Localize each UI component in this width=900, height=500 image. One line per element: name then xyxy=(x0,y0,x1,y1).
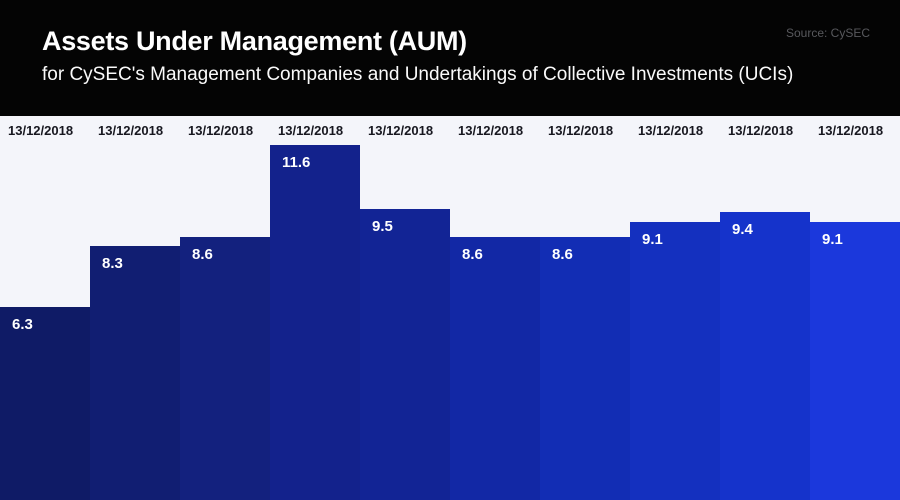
bar-value-label: 9.5 xyxy=(372,218,393,235)
bar: 9.1 xyxy=(810,222,900,500)
bar: 9.1 xyxy=(630,222,720,500)
bar-value-label: 9.1 xyxy=(822,231,843,248)
bar-value-label: 6.3 xyxy=(12,316,33,333)
bar-value-label: 9.4 xyxy=(732,221,753,238)
source-attribution: Source: CySEC xyxy=(785,26,870,40)
x-axis-date-label: 13/12/2018 xyxy=(278,123,344,138)
bar: 9.5 xyxy=(360,209,450,500)
x-axis-date-label: 13/12/2018 xyxy=(458,123,524,138)
bar: 6.3 xyxy=(0,307,90,500)
chart-header: Assets Under Management (AUM) for CySEC'… xyxy=(0,0,900,116)
bar: 8.6 xyxy=(540,237,630,500)
bar: 8.6 xyxy=(180,237,270,500)
x-axis-date-label: 13/12/2018 xyxy=(818,123,884,138)
bar-value-label: 8.6 xyxy=(192,246,213,263)
x-axis-date-label: 13/12/2018 xyxy=(8,123,74,138)
bar: 8.3 xyxy=(90,246,180,500)
x-axis-date-label: 13/12/2018 xyxy=(728,123,794,138)
x-axis-date-label: 13/12/2018 xyxy=(188,123,254,138)
chart-title: Assets Under Management (AUM) xyxy=(42,26,467,56)
x-axis-date-label: 13/12/2018 xyxy=(98,123,164,138)
plot-area: 6.3 13/12/2018 8.3 13/12/2018 8.6 13/12/2018 1… xyxy=(0,116,900,500)
bar: 8.6 xyxy=(450,237,540,500)
x-axis-date-label: 13/12/2018 xyxy=(548,123,614,138)
bar-value-label: 11.6 xyxy=(282,154,311,171)
bar-value-label: 8.6 xyxy=(552,246,573,263)
x-axis-date-label: 13/12/2018 xyxy=(368,123,434,138)
chart-subtitle: for CySEC's Management Companies and Und… xyxy=(42,64,794,85)
bar: 9.4 xyxy=(720,212,810,500)
bar-value-label: 8.6 xyxy=(462,246,483,263)
x-axis-date-label: 13/12/2018 xyxy=(638,123,704,138)
bar: 11.6 xyxy=(270,145,360,500)
bar-value-label: 8.3 xyxy=(102,255,123,272)
bar-value-label: 9.1 xyxy=(642,231,663,248)
